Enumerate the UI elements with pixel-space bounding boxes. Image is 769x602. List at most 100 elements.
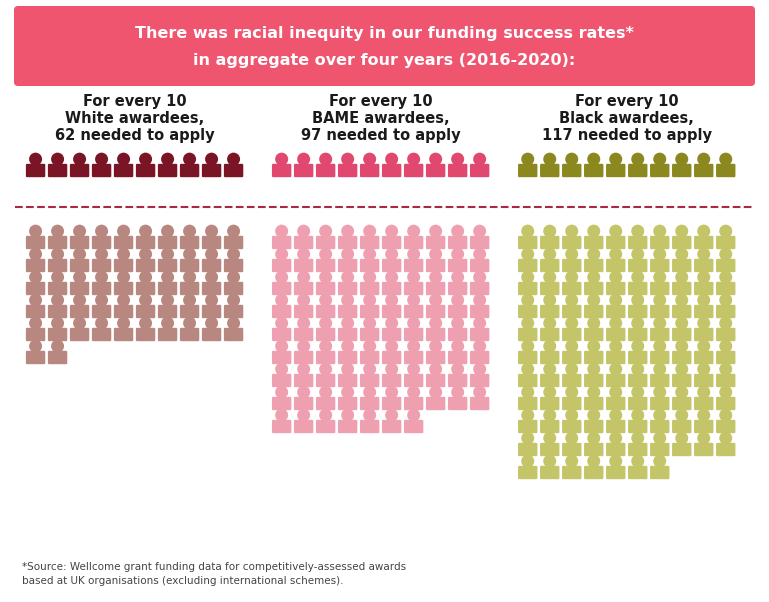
FancyBboxPatch shape — [672, 420, 691, 433]
FancyBboxPatch shape — [272, 305, 291, 318]
Ellipse shape — [609, 225, 622, 238]
FancyBboxPatch shape — [470, 374, 489, 387]
Ellipse shape — [139, 294, 152, 306]
FancyBboxPatch shape — [470, 259, 489, 272]
Ellipse shape — [543, 432, 556, 445]
FancyBboxPatch shape — [70, 259, 89, 272]
Ellipse shape — [341, 386, 355, 399]
FancyBboxPatch shape — [672, 282, 691, 295]
Ellipse shape — [275, 340, 288, 353]
Ellipse shape — [675, 362, 688, 376]
Ellipse shape — [588, 225, 601, 238]
Ellipse shape — [139, 153, 152, 166]
Ellipse shape — [117, 294, 130, 306]
Ellipse shape — [429, 340, 442, 353]
FancyBboxPatch shape — [360, 374, 379, 387]
Ellipse shape — [29, 271, 42, 284]
FancyBboxPatch shape — [338, 328, 358, 341]
FancyBboxPatch shape — [562, 328, 581, 341]
Ellipse shape — [319, 294, 332, 306]
FancyBboxPatch shape — [338, 374, 358, 387]
Ellipse shape — [117, 317, 130, 330]
FancyBboxPatch shape — [92, 282, 112, 295]
Ellipse shape — [451, 386, 464, 399]
FancyBboxPatch shape — [136, 259, 155, 272]
FancyBboxPatch shape — [518, 443, 538, 456]
Ellipse shape — [543, 317, 556, 330]
Ellipse shape — [297, 409, 310, 421]
Ellipse shape — [297, 294, 310, 306]
Ellipse shape — [521, 225, 534, 238]
FancyBboxPatch shape — [584, 374, 604, 387]
Ellipse shape — [609, 455, 622, 468]
FancyBboxPatch shape — [540, 259, 559, 272]
FancyBboxPatch shape — [694, 305, 714, 318]
FancyBboxPatch shape — [518, 328, 538, 341]
FancyBboxPatch shape — [448, 282, 468, 295]
Ellipse shape — [385, 386, 398, 399]
Ellipse shape — [407, 409, 420, 421]
FancyBboxPatch shape — [650, 443, 670, 456]
Text: For every 10: For every 10 — [83, 94, 186, 109]
FancyBboxPatch shape — [426, 236, 445, 249]
Text: For every 10: For every 10 — [329, 94, 432, 109]
FancyBboxPatch shape — [628, 259, 647, 272]
Ellipse shape — [297, 271, 310, 284]
FancyBboxPatch shape — [224, 236, 243, 249]
FancyBboxPatch shape — [316, 282, 335, 295]
FancyBboxPatch shape — [470, 328, 489, 341]
FancyBboxPatch shape — [672, 259, 691, 272]
FancyBboxPatch shape — [448, 328, 468, 341]
Ellipse shape — [183, 271, 196, 284]
Ellipse shape — [95, 225, 108, 238]
Ellipse shape — [697, 340, 711, 353]
Text: *Source: Wellcome grant funding data for competitively-assessed awards
based at : *Source: Wellcome grant funding data for… — [22, 562, 406, 586]
Ellipse shape — [451, 340, 464, 353]
FancyBboxPatch shape — [694, 259, 714, 272]
Ellipse shape — [719, 362, 732, 376]
Ellipse shape — [429, 247, 442, 261]
Ellipse shape — [297, 153, 310, 166]
Ellipse shape — [521, 247, 534, 261]
FancyBboxPatch shape — [716, 443, 735, 456]
FancyBboxPatch shape — [158, 328, 178, 341]
Ellipse shape — [429, 362, 442, 376]
FancyBboxPatch shape — [294, 259, 313, 272]
Ellipse shape — [451, 247, 464, 261]
FancyBboxPatch shape — [448, 305, 468, 318]
FancyBboxPatch shape — [606, 236, 625, 249]
FancyBboxPatch shape — [562, 282, 581, 295]
Ellipse shape — [565, 340, 578, 353]
Ellipse shape — [205, 247, 218, 261]
FancyBboxPatch shape — [338, 236, 358, 249]
Ellipse shape — [588, 340, 601, 353]
FancyBboxPatch shape — [114, 282, 133, 295]
FancyBboxPatch shape — [158, 236, 178, 249]
FancyBboxPatch shape — [672, 328, 691, 341]
Ellipse shape — [588, 432, 601, 445]
FancyBboxPatch shape — [518, 351, 538, 364]
FancyBboxPatch shape — [694, 420, 714, 433]
FancyBboxPatch shape — [426, 282, 445, 295]
Ellipse shape — [95, 317, 108, 330]
Ellipse shape — [385, 153, 398, 166]
FancyBboxPatch shape — [382, 397, 401, 410]
Ellipse shape — [51, 340, 64, 353]
FancyBboxPatch shape — [606, 466, 625, 479]
FancyBboxPatch shape — [338, 420, 358, 433]
Ellipse shape — [473, 153, 486, 166]
FancyBboxPatch shape — [316, 305, 335, 318]
Ellipse shape — [675, 225, 688, 238]
Ellipse shape — [95, 153, 108, 166]
FancyBboxPatch shape — [48, 164, 67, 177]
Ellipse shape — [675, 294, 688, 306]
FancyBboxPatch shape — [518, 420, 538, 433]
Ellipse shape — [117, 271, 130, 284]
FancyBboxPatch shape — [70, 164, 89, 177]
FancyBboxPatch shape — [470, 305, 489, 318]
FancyBboxPatch shape — [650, 164, 670, 177]
FancyBboxPatch shape — [382, 351, 401, 364]
Ellipse shape — [275, 247, 288, 261]
FancyBboxPatch shape — [562, 236, 581, 249]
FancyBboxPatch shape — [316, 328, 335, 341]
